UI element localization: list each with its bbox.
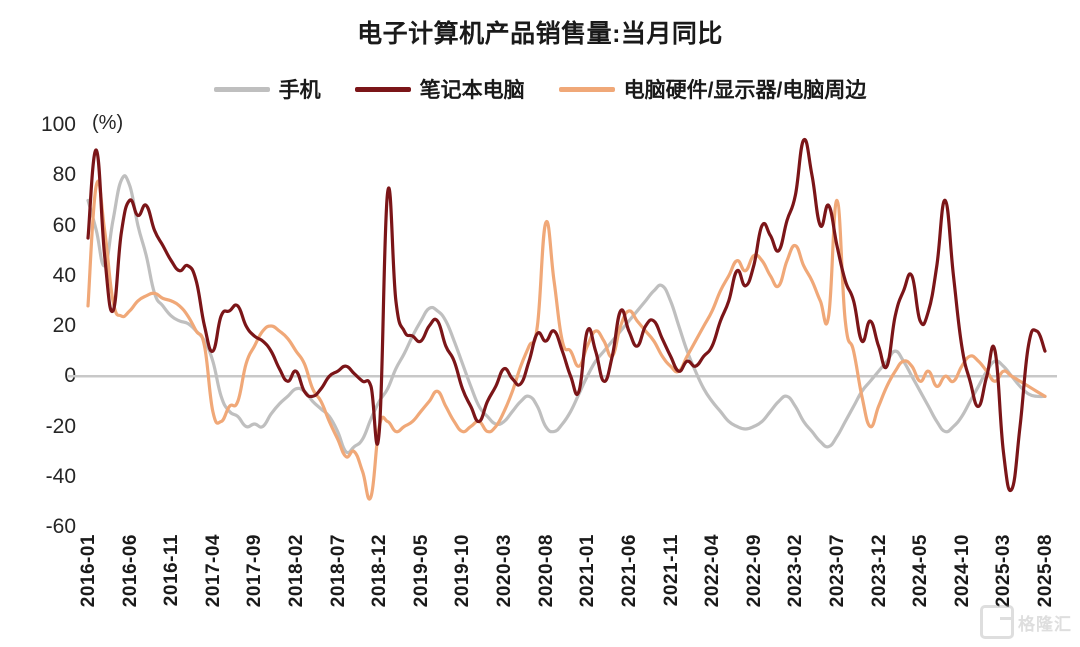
- series-line-0: [86, 174, 1047, 455]
- y-axis: 100 80 60 40 20 0 -20 -40 -60: [14, 110, 76, 538]
- x-tick-label: 2024-10: [951, 534, 973, 608]
- y-tick-label: 40: [52, 263, 76, 287]
- legend-item-peripherals[interactable]: 电脑硬件/显示器/电脑周边: [558, 74, 867, 104]
- x-tick-label: 2025-08: [1035, 534, 1056, 608]
- series-line-2: [86, 179, 1047, 501]
- watermark-logo-icon: [980, 605, 1014, 639]
- x-tick-label: 2023-07: [826, 534, 848, 608]
- x-tick-label: 2024-05: [910, 534, 932, 608]
- x-tick-label: 2016-11: [161, 534, 183, 607]
- chart-title: 电子计算机产品销售量:当月同比: [357, 20, 723, 48]
- x-tick-label: 2022-04: [702, 534, 724, 608]
- legend-swatch-laptop: [354, 86, 411, 92]
- series-line-1: [86, 137, 1047, 493]
- x-tick-label: 2018-12: [369, 534, 391, 608]
- x-tick-label: 2019-10: [452, 534, 474, 608]
- y-tick-label: 80: [52, 163, 76, 187]
- watermark: 格隆汇: [980, 605, 1072, 639]
- y-tick-label: 0: [64, 364, 76, 388]
- legend-label-peripherals: 电脑硬件/显示器/电脑周边: [623, 79, 867, 102]
- x-tick-label: 2020-08: [535, 534, 557, 608]
- y-axis-unit-label: (%): [92, 112, 124, 134]
- legend-swatch-phone: [213, 86, 270, 92]
- legend-label-laptop: 笔记本电脑: [419, 79, 525, 102]
- legend-swatch-peripherals: [558, 86, 615, 92]
- y-tick-label: 20: [52, 314, 76, 337]
- x-tick-label: 2016-01: [78, 534, 99, 608]
- y-tick-label: -20: [45, 414, 76, 438]
- x-tick-label: 2018-07: [327, 534, 349, 608]
- x-tick-label: 2017-09: [244, 534, 266, 608]
- y-tick-label: 100: [40, 113, 76, 136]
- x-tick-label: 2020-03: [494, 534, 516, 608]
- x-tick-label: 2021-01: [577, 534, 599, 608]
- x-tick-label: 2018-02: [286, 534, 308, 608]
- y-tick-label: -40: [45, 464, 76, 488]
- legend-label-phone: 手机: [278, 79, 321, 102]
- legend-item-phone[interactable]: 手机: [213, 74, 321, 104]
- x-tick-label: 2025-03: [993, 534, 1015, 608]
- x-tick-label: 2022-09: [743, 534, 765, 608]
- x-tick-label: 2021-06: [618, 534, 640, 608]
- x-tick-label: 2017-04: [202, 534, 224, 608]
- x-tick-label: 2021-11: [660, 534, 682, 607]
- x-tick-label: 2023-02: [785, 534, 807, 608]
- chart-legend: 手机 笔记本电脑 电脑硬件/显示器/电脑周边: [0, 74, 1080, 104]
- x-tick-label: 2019-05: [410, 534, 432, 608]
- legend-item-laptop[interactable]: 笔记本电脑: [354, 74, 525, 104]
- x-tick-label: 2016-06: [119, 534, 141, 608]
- watermark-text: 格隆汇: [1018, 614, 1072, 634]
- y-tick-label: 60: [52, 213, 76, 237]
- x-axis: 2016-01 2016-06 2016-11 2017-04 2017-09 2018-…: [0, 534, 1080, 646]
- y-tick-label: -60: [45, 515, 76, 538]
- x-tick-label: 2023-12: [868, 534, 890, 608]
